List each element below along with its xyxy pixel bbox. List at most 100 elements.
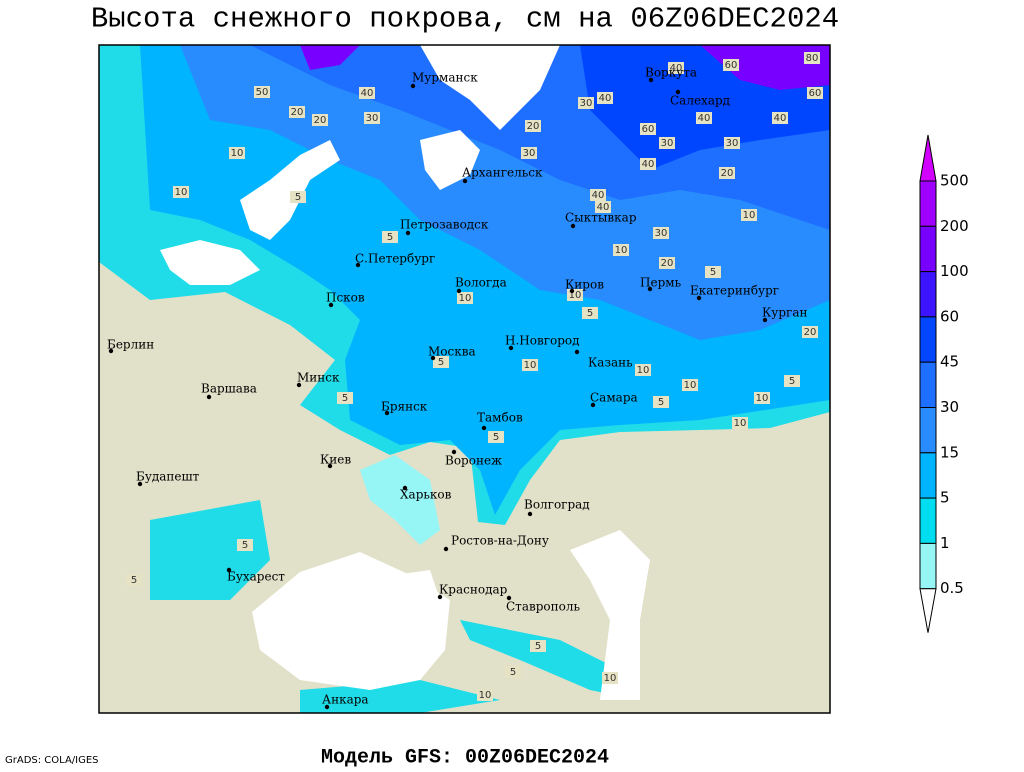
contour-label-box (290, 191, 306, 203)
colorbar-segment (919, 316, 937, 363)
contour-label: 40 (592, 190, 605, 201)
colorbar-segment (919, 452, 937, 499)
contour-label-box (597, 92, 613, 104)
contour-label-box (732, 417, 748, 429)
contour-label: 10 (734, 418, 747, 429)
city-dot (430, 355, 436, 361)
contour-label-box (705, 266, 721, 278)
contour-label-box (488, 431, 504, 443)
city-name: Воронеж (445, 454, 502, 468)
city-name: Архангельск (462, 166, 543, 180)
city-name: Бухарест (227, 570, 285, 584)
contour-label: 5 (295, 192, 301, 203)
city-name: Варшава (201, 382, 257, 396)
city-name: Волгоград (524, 498, 590, 512)
contour-label-box (741, 209, 757, 221)
contour-label: 40 (361, 88, 374, 99)
city-name: Ставрополь (506, 600, 580, 614)
title: Высота снежного покрова, см на 06Z06DEC2… (91, 3, 839, 36)
map (99, 45, 830, 713)
contour-label-box (337, 392, 353, 404)
contour-label: 20 (314, 115, 327, 126)
contour-label-box (590, 189, 606, 201)
contour-label: 5 (387, 232, 393, 243)
contour-label: 10 (604, 673, 617, 684)
contour-label-box (229, 147, 245, 159)
contour-label: 5 (438, 357, 444, 368)
contour-label-box (807, 87, 823, 99)
city-dot (456, 288, 462, 294)
city-dot (327, 463, 333, 469)
city-name: Петрозаводск (400, 218, 489, 232)
city-dot (647, 286, 653, 292)
city-name: Екатеринбург (690, 284, 779, 298)
city-dot (569, 288, 575, 294)
contour-label-box (719, 167, 735, 179)
contour-label-box (525, 120, 541, 132)
city-name: Киев (320, 453, 351, 467)
map-frame (98, 44, 831, 714)
city-dot (481, 425, 487, 431)
contour-label: 20 (721, 168, 734, 179)
colorbar-segment (919, 225, 937, 273)
city-dot (570, 223, 576, 229)
contour-label: 20 (291, 107, 304, 118)
contour-label: 30 (580, 98, 593, 109)
colorbar-label: 500 (940, 172, 969, 190)
contour-label: 5 (131, 575, 137, 586)
city-dot (296, 382, 302, 388)
city-dot (226, 567, 232, 573)
city-name: Пермь (640, 276, 682, 290)
city-dot (462, 178, 468, 184)
colorbar-label: 5 (940, 489, 950, 507)
city-dot (451, 449, 457, 455)
contour-label: 30 (661, 138, 674, 149)
contour-label: 5 (510, 667, 516, 678)
city-name: Сыктывкар (565, 211, 637, 225)
contour-label-box (659, 257, 675, 269)
contour-label: 10 (524, 360, 537, 371)
contour-label: 30 (366, 113, 379, 124)
contour-label: 5 (242, 540, 248, 551)
city-name: Самара (590, 391, 638, 405)
contour-label-box (312, 114, 328, 126)
contour-label: 40 (698, 113, 711, 124)
contour-label-box (613, 244, 629, 256)
contour-label-box (602, 672, 618, 684)
contour-label-box (723, 59, 739, 71)
contour-label: 80 (806, 53, 819, 64)
colorbar-segment (919, 271, 937, 318)
city-name: Минск (297, 371, 340, 385)
contour-label-box (457, 292, 473, 304)
colorbar-label: 45 (940, 353, 959, 371)
city-name: Салехард (670, 94, 730, 108)
city-dot (108, 348, 114, 354)
contour-label-box (578, 97, 594, 109)
city-name: Брянск (381, 400, 428, 414)
contour-label-box (521, 147, 537, 159)
contour-label-box (505, 666, 521, 678)
city-dot (405, 230, 411, 236)
colorbar-top (919, 134, 937, 182)
contour-label-box (653, 227, 669, 239)
contour-label: 5 (789, 376, 795, 387)
contour-label-box (668, 62, 684, 74)
contour-label: 40 (599, 93, 612, 104)
contour-label-box (530, 640, 546, 652)
city-name: Н.Новгород (505, 334, 580, 348)
city-name: Вологда (455, 276, 507, 290)
city-dot (675, 89, 681, 95)
colorbar-segment (919, 407, 937, 454)
colorbar-label: 0.5 (940, 579, 964, 597)
city-dot (696, 295, 702, 301)
contour-label: 5 (587, 308, 593, 319)
contour-label: 10 (175, 187, 188, 198)
city-name: Будапешт (136, 470, 200, 484)
contour-label-box (364, 112, 380, 124)
contour-label-box (724, 137, 740, 149)
city-dot (402, 485, 408, 491)
city-name: Берлин (107, 338, 154, 352)
contour-label-box (682, 379, 698, 391)
contour-label: 5 (493, 432, 499, 443)
city-dot (648, 77, 654, 83)
